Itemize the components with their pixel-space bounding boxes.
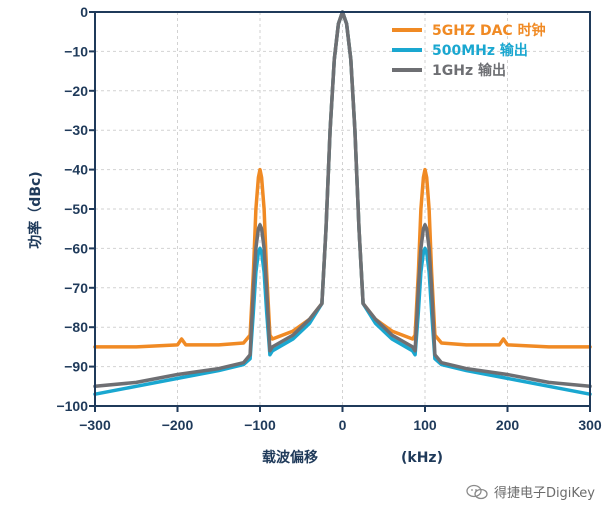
x-tick-label: −200 [162,417,194,433]
x-tick-label: 0 [339,417,347,433]
watermark-text: 得捷电子DigiKey [493,486,595,501]
y-tick-label: −20 [64,83,88,99]
x-axis-unit: (kHz) [401,450,443,466]
y-tick-label: −10 [64,43,88,59]
y-tick-label: −30 [64,122,88,138]
y-tick-label: −70 [64,280,88,296]
x-axis-label: 载波偏移 [262,449,318,466]
x-tick-label: 200 [496,417,520,433]
watermark: 得捷电子DigiKey [466,482,595,501]
y-tick-label: −40 [64,162,88,178]
wechat-icon [466,484,488,499]
legend-label-1: 5GHZ DAC 时钟 [432,22,546,39]
y-axis-label: 功率（dBc) [27,171,44,248]
legend: 5GHZ DAC 时钟 500MHz 输出 1GHz 输出 [392,22,546,79]
y-tick-label: −100 [56,398,88,414]
y-tick-label: 0 [80,4,88,20]
legend-label-3: 1GHz 输出 [432,62,506,79]
y-tick-label: −80 [64,319,88,335]
axis-labels: 载波偏移 (kHz) 功率（dBc) [27,171,443,466]
y-tick-label: −50 [64,201,88,217]
y-tick-label: −90 [64,359,88,375]
y-tick-label: −60 [64,240,88,256]
x-tick-label: 300 [578,417,602,433]
legend-label-2: 500MHz 输出 [432,42,528,59]
tick-layer: 0 −10 −20 −30 −40 −50 −60 −70 −80 −90 −100 −300 −200… [56,4,601,433]
x-tick-label: 100 [413,417,437,433]
x-tick-label: −100 [244,417,276,433]
x-tick-label: −300 [79,417,111,433]
